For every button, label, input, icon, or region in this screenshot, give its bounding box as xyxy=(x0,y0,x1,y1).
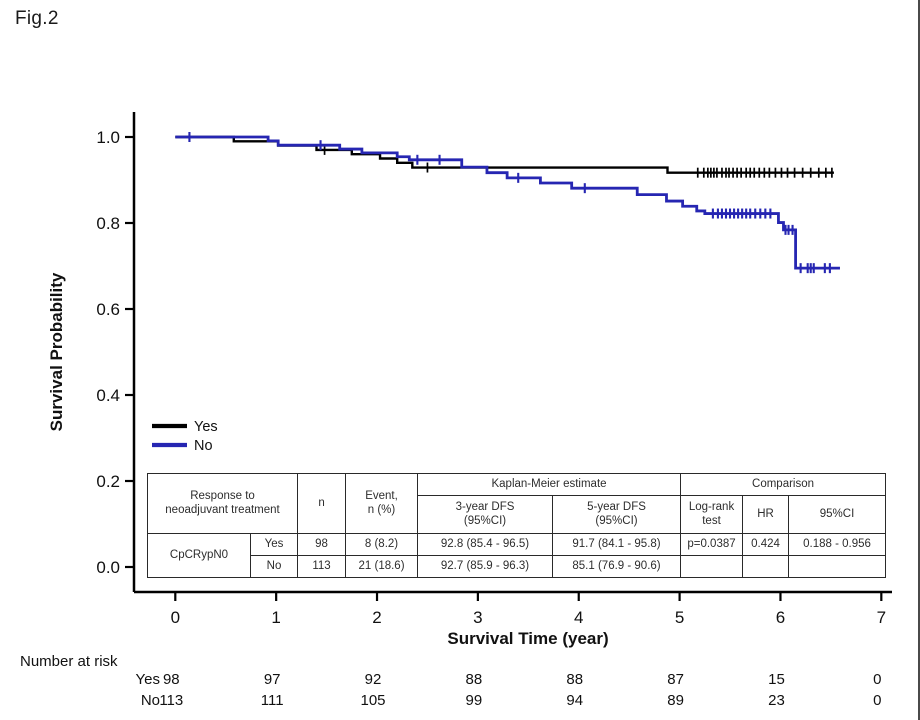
y-tick-label: 0.6 xyxy=(96,300,120,319)
km-curve-yes xyxy=(175,135,834,174)
x-tick-label: 1 xyxy=(271,608,280,627)
cell-dfs3-no: 92.7 (85.9 - 96.3) xyxy=(417,555,554,578)
th-hr: HR xyxy=(742,495,790,534)
image-right-border xyxy=(918,0,920,720)
km-estimate-table: Response to neoadjuvant treatment n Even… xyxy=(146,473,887,578)
cell-hr-no xyxy=(742,555,790,578)
cell-n-no: 113 xyxy=(297,555,347,578)
cell-n-yes: 98 xyxy=(297,533,347,556)
th-km-estimate: Kaplan-Meier estimate xyxy=(417,473,682,496)
at-risk-value: 0 xyxy=(873,692,881,709)
number-at-risk-title: Number at risk xyxy=(20,653,118,670)
at-risk-value: 0 xyxy=(873,671,881,688)
figure-label: Fig.2 xyxy=(15,8,59,29)
th-event: Event, n (%) xyxy=(345,473,419,534)
at-risk-value: 113 xyxy=(159,692,183,709)
x-tick-label: 5 xyxy=(675,608,684,627)
legend-label-yes: Yes xyxy=(194,419,218,435)
cell-dfs5-yes: 91.7 (84.1 - 95.8) xyxy=(552,533,682,556)
th-comparison: Comparison xyxy=(680,473,887,496)
th-n: n xyxy=(297,473,347,534)
at-risk-value: 105 xyxy=(361,692,386,709)
cell-arm-no: No xyxy=(249,555,299,578)
y-tick-label: 0.8 xyxy=(96,214,120,233)
at-risk-value: 89 xyxy=(667,692,684,709)
axes: 1.0 0.8 0.6 0.4 0.2 0.0 0 1 2 3 4 5 6 7 Survival Proba… xyxy=(47,112,892,648)
th-response: Response to neoadjuvant treatment xyxy=(146,473,299,534)
at-risk-value: 88 xyxy=(566,671,583,688)
at-risk-value: 94 xyxy=(566,692,583,709)
km-curve-no xyxy=(175,135,840,270)
cell-group: CpCRypN0 xyxy=(147,533,251,578)
th-3yr-dfs: 3-year DFS (95%CI) xyxy=(417,495,554,534)
at-risk-value: 98 xyxy=(163,671,180,688)
censor-marks-no xyxy=(188,132,831,274)
th-logrank: Log-rank test xyxy=(680,495,744,534)
at-risk-value: 15 xyxy=(768,671,785,688)
x-tick-label: 0 xyxy=(171,608,180,627)
x-tick-label: 3 xyxy=(473,608,482,627)
at-risk-value: 99 xyxy=(466,692,483,709)
at-risk-value: 97 xyxy=(264,671,281,688)
at-risk-value: 23 xyxy=(768,692,785,709)
y-tick-label: 0.4 xyxy=(96,386,120,405)
at-risk-value: 111 xyxy=(261,692,284,709)
legend-label-no: No xyxy=(194,438,213,454)
cell-logrank: p=0.0387 xyxy=(680,533,744,556)
at-risk-row-label-no: No xyxy=(141,692,160,709)
number-at-risk: Number at risk Yes 98 97 92 88 88 87 15 0 No 113 111… xyxy=(20,653,881,709)
x-tick-label: 2 xyxy=(372,608,381,627)
cell-ci-no xyxy=(788,555,887,578)
x-tick-label: 7 xyxy=(877,608,886,627)
y-tick-label: 0.2 xyxy=(96,472,120,491)
cell-dfs5-no: 85.1 (76.9 - 90.6) xyxy=(552,555,682,578)
at-risk-value: 88 xyxy=(466,671,483,688)
x-tick-label: 4 xyxy=(574,608,583,627)
y-tick-label: 0.0 xyxy=(96,558,120,577)
cell-logrank-no xyxy=(680,555,744,578)
cell-event-yes: 8 (8.2) xyxy=(345,533,419,556)
x-tick-label: 6 xyxy=(776,608,785,627)
censor-marks-yes xyxy=(188,132,833,178)
cell-event-no: 21 (18.6) xyxy=(345,555,419,578)
x-axis-title: Survival Time (year) xyxy=(447,629,608,648)
th-ci: 95%CI xyxy=(788,495,887,534)
cell-arm-yes: Yes xyxy=(249,533,299,556)
y-axis-title: Survival Probability xyxy=(47,272,66,431)
th-5yr-dfs: 5-year DFS (95%CI) xyxy=(552,495,682,534)
cell-dfs3-yes: 92.8 (85.4 - 96.5) xyxy=(417,533,554,556)
at-risk-value: 92 xyxy=(365,671,382,688)
cell-ci: 0.188 - 0.956 xyxy=(788,533,887,556)
series-no xyxy=(175,132,840,274)
at-risk-row-label-yes: Yes xyxy=(136,671,160,688)
legend: Yes No xyxy=(152,419,218,454)
series-yes xyxy=(175,132,834,178)
at-risk-value: 87 xyxy=(667,671,684,688)
cell-hr: 0.424 xyxy=(742,533,790,556)
y-tick-label: 1.0 xyxy=(96,128,120,147)
